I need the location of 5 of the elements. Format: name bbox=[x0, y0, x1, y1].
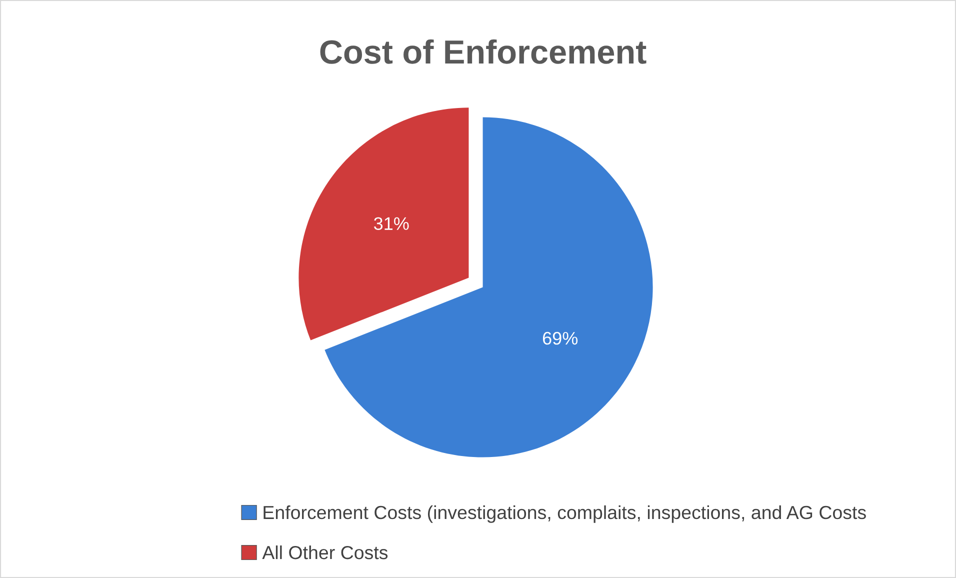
data-label: 69% bbox=[542, 332, 578, 345]
legend-label: All Other Costs bbox=[262, 545, 388, 560]
chart-title: Cost of Enforcement bbox=[320, 39, 646, 64]
data-label: 31% bbox=[374, 217, 409, 230]
legend-label: Enforcement Costs (investigations, complaits, inspections, and AG Costs bbox=[264, 505, 866, 523]
